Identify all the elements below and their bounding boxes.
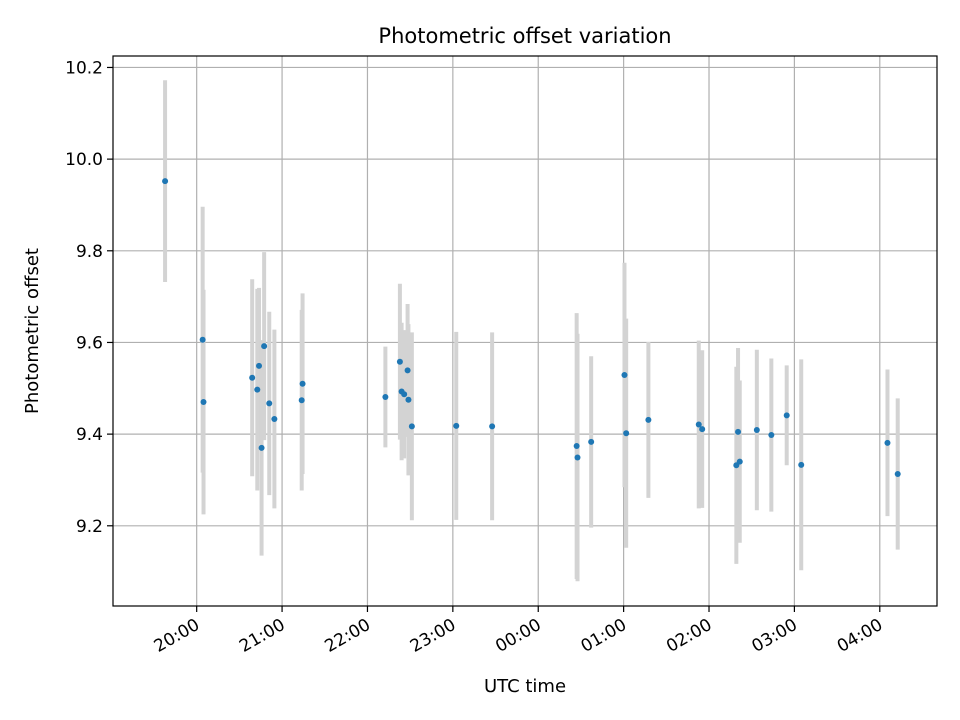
data-point [258, 444, 265, 451]
data-point [404, 367, 411, 374]
data-point [798, 461, 805, 468]
data-point [408, 423, 415, 430]
chart-title: Photometric offset variation [378, 24, 671, 48]
y-axis-ticks: 9.2 9.4 9.6 9.8 10.0 10.2 [65, 58, 113, 537]
data-point [405, 396, 412, 403]
data-point [299, 380, 306, 387]
y-tick-label: 10.0 [65, 150, 103, 170]
data-point [200, 399, 207, 406]
data-point [266, 400, 273, 407]
data-points [162, 178, 901, 477]
data-point [162, 178, 169, 185]
y-axis-label: Photometric offset [22, 248, 43, 414]
y-tick-label: 9.8 [76, 242, 103, 262]
data-point [699, 426, 706, 433]
data-point [753, 427, 760, 433]
data-point [382, 394, 389, 400]
data-point [254, 386, 261, 393]
data-point [783, 412, 790, 419]
y-tick-label: 10.2 [65, 58, 103, 78]
data-point [574, 454, 581, 461]
x-axis-label: UTC time [484, 676, 566, 697]
data-point [453, 422, 460, 429]
data-point [261, 343, 268, 350]
data-point [623, 430, 630, 437]
y-tick-label: 9.4 [76, 425, 103, 445]
data-point [768, 432, 775, 439]
data-point [271, 416, 278, 422]
y-tick-label: 9.2 [76, 517, 103, 537]
plot-frame [112, 55, 938, 607]
data-point [573, 443, 580, 450]
data-point [298, 397, 305, 404]
data-point [489, 423, 496, 430]
data-point [884, 439, 891, 446]
data-point [735, 428, 742, 435]
data-point [256, 362, 263, 369]
data-point [736, 458, 743, 465]
data-point [695, 421, 702, 428]
data-point [249, 374, 256, 381]
y-tick-label: 9.6 [76, 333, 103, 353]
data-point [199, 336, 206, 343]
data-point [894, 471, 901, 477]
data-point [588, 438, 595, 445]
data-point [621, 372, 628, 378]
data-point [401, 391, 408, 398]
data-point [645, 416, 652, 423]
data-point [396, 358, 403, 365]
